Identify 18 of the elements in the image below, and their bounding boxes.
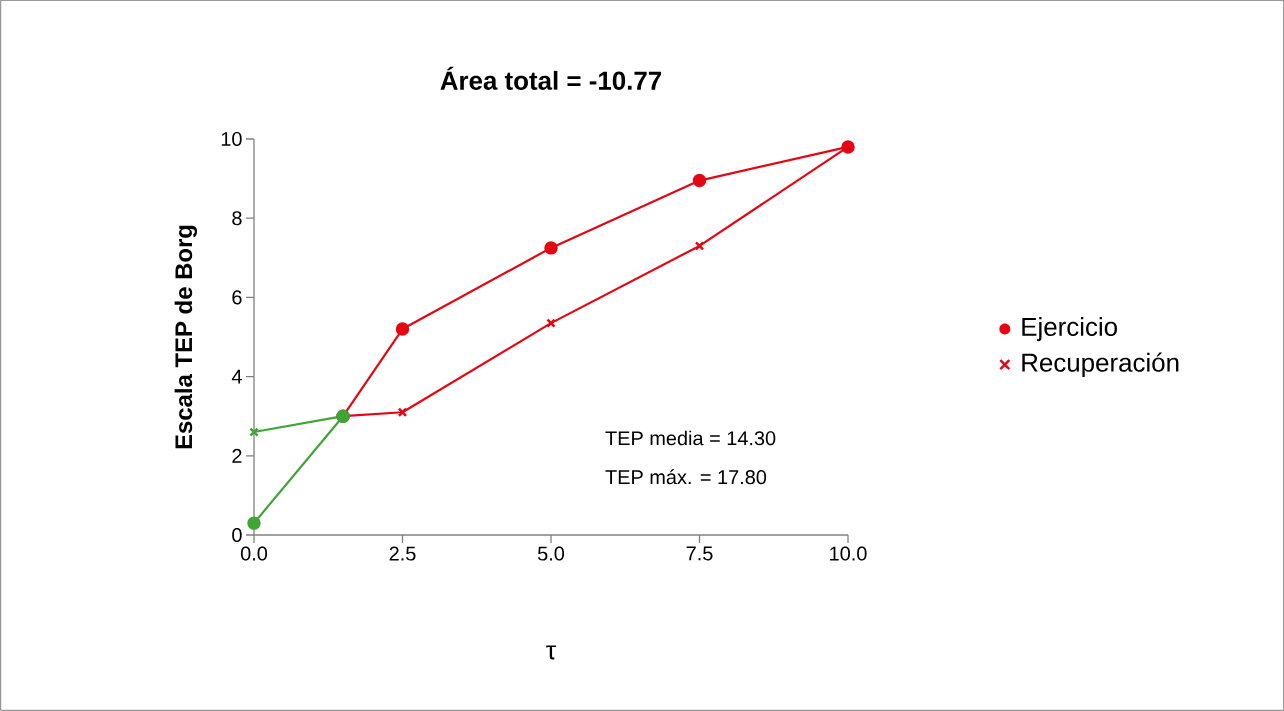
y-tick-label: 2 <box>232 448 242 463</box>
x-axis-title: τ <box>546 645 556 660</box>
chart-title: Área total = -10.77 <box>440 66 662 90</box>
y-tick-label: 8 <box>232 211 242 226</box>
x-tick-label: 10.0 <box>830 546 867 561</box>
y-tick-label: 4 <box>231 369 242 384</box>
legend-label: Recuperación <box>1022 352 1179 377</box>
annotation: TEP media = 14.30 <box>605 430 776 446</box>
y-tick-label: 10 <box>221 131 242 147</box>
x-tick-label: 2.5 <box>389 546 416 561</box>
annotation: TEP máx. = 17.80 <box>605 469 767 485</box>
x-tick-label: 7.5 <box>686 546 713 561</box>
y-axis-title: Escala TEP de Borg <box>174 225 198 449</box>
x-tick-label: 0.0 <box>240 546 268 561</box>
y-tick-label: 6 <box>232 290 242 305</box>
legend-label: Ejercicio <box>1022 317 1117 342</box>
x-tick-label: 5.0 <box>537 546 565 561</box>
y-tick-label: 0 <box>232 527 242 543</box>
